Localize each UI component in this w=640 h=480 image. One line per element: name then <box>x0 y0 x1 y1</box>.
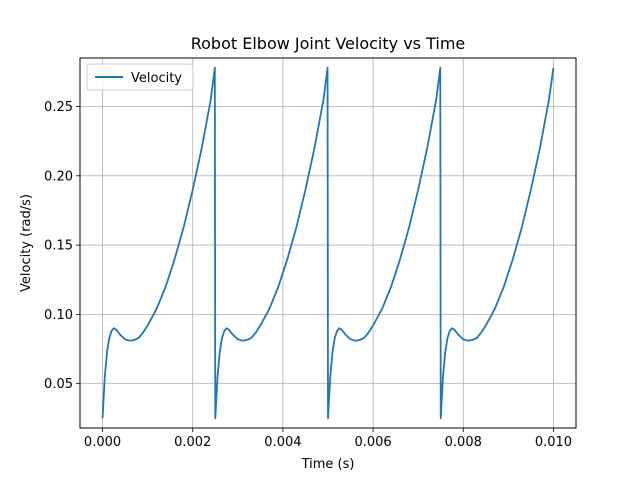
x-tick-label: 0.008 <box>445 435 482 450</box>
x-tick-label: 0.010 <box>535 435 572 450</box>
x-tick-label: 0.000 <box>84 435 121 450</box>
y-axis-ticks: 0.05 0.10 0.15 0.20 0.25 <box>44 100 80 392</box>
x-tick-label: 0.006 <box>354 435 391 450</box>
y-tick-label: 0.05 <box>44 377 73 392</box>
y-tick-label: 0.25 <box>44 100 73 115</box>
x-axis-label: Time (s) <box>301 457 355 472</box>
x-tick-label: 0.002 <box>174 435 211 450</box>
series-line-velocity <box>101 66 555 420</box>
y-tick-label: 0.10 <box>44 308 73 323</box>
legend-label-velocity: Velocity <box>131 71 182 86</box>
legend: Velocity <box>86 63 194 91</box>
legend-box <box>86 63 194 91</box>
plot-frame <box>79 57 577 429</box>
y-tick-label: 0.20 <box>44 169 73 184</box>
series-layer <box>101 66 555 420</box>
x-tick-label: 0.004 <box>264 435 301 450</box>
y-tick-label: 0.15 <box>44 239 73 254</box>
x-axis-ticks: 0.000 0.002 0.004 0.006 0.008 0.010 <box>84 428 572 450</box>
y-axis-label: Velocity (rad/s) <box>19 194 34 292</box>
chart-title: Robot Elbow Joint Velocity vs Time <box>191 34 466 53</box>
